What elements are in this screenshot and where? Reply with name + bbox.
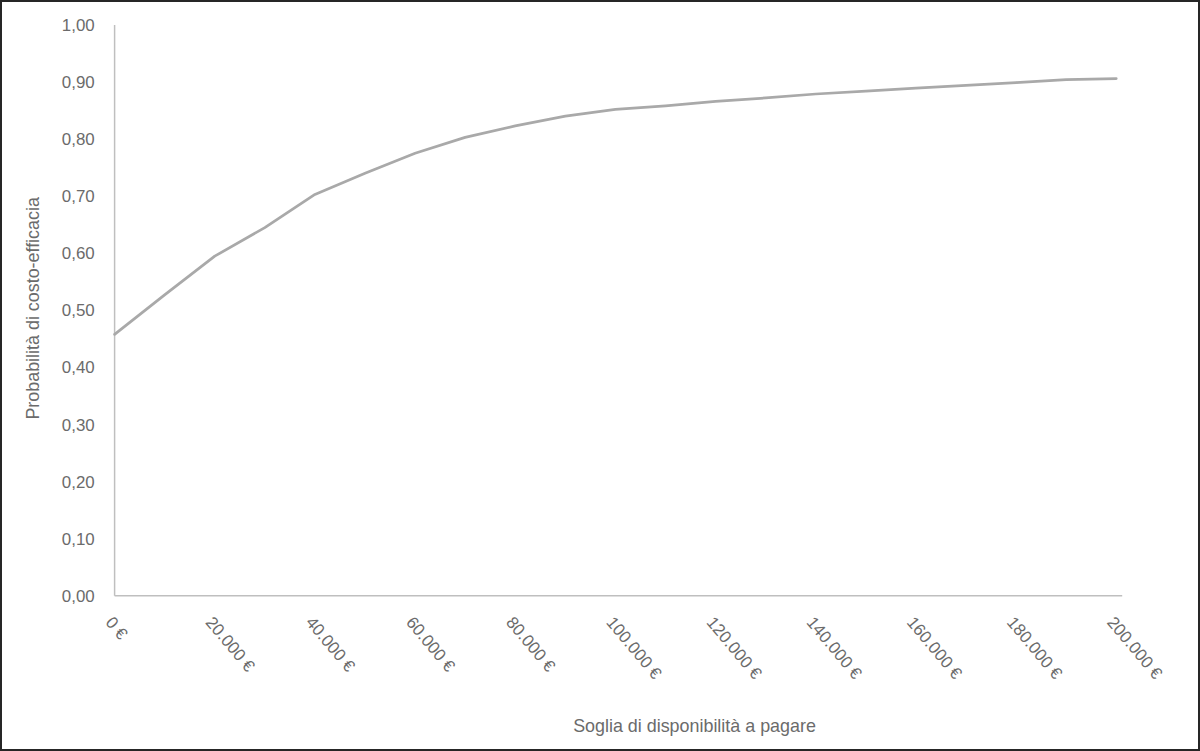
x-tick-label: 20.000 € xyxy=(202,613,259,676)
y-tick-label: 0,80 xyxy=(62,130,95,149)
x-tick-label: 140.000 € xyxy=(803,613,866,683)
ceac-curve-line xyxy=(115,79,1117,335)
x-tick-label: 180.000 € xyxy=(1003,613,1066,683)
x-axis-tick-labels: 0 € 20.000 € 40.000 € 60.000 € 80.000 € 100.0… xyxy=(102,613,1167,683)
y-tick-label: 1,00 xyxy=(62,16,95,35)
x-axis-title: Soglia di disponibilità a pagare xyxy=(573,716,816,736)
y-tick-label: 0,10 xyxy=(62,530,95,549)
y-tick-label: 0,50 xyxy=(62,301,95,320)
y-tick-label: 0,00 xyxy=(62,587,95,606)
x-tick-label: 0 € xyxy=(102,613,132,644)
chart-frame: 0,00 0,10 0,20 0,30 0,40 0,50 0,60 0,70 0,80 0,90… xyxy=(0,0,1200,751)
y-tick-label: 0,60 xyxy=(62,244,95,263)
y-tick-label: 0,30 xyxy=(62,416,95,435)
y-tick-label: 0,20 xyxy=(62,473,95,492)
x-tick-label: 40.000 € xyxy=(302,613,359,676)
y-tick-label: 0,40 xyxy=(62,358,95,377)
y-axis-title: Probabilità di costo-efficacia xyxy=(23,197,43,419)
y-axis-tick-labels: 0,00 0,10 0,20 0,30 0,40 0,50 0,60 0,70 0,80 0,90… xyxy=(62,16,95,606)
x-tick-label: 160.000 € xyxy=(903,613,966,683)
y-tick-label: 0,70 xyxy=(62,187,95,206)
x-tick-label: 100.000 € xyxy=(602,613,665,683)
x-tick-label: 200.000 € xyxy=(1103,613,1166,683)
y-tick-label: 0,90 xyxy=(62,73,95,92)
x-tick-label: 60.000 € xyxy=(402,613,459,676)
x-tick-label: 80.000 € xyxy=(502,613,559,676)
x-tick-label: 120.000 € xyxy=(703,613,766,683)
ceac-chart: 0,00 0,10 0,20 0,30 0,40 0,50 0,60 0,70 0,80 0,90… xyxy=(2,2,1198,749)
